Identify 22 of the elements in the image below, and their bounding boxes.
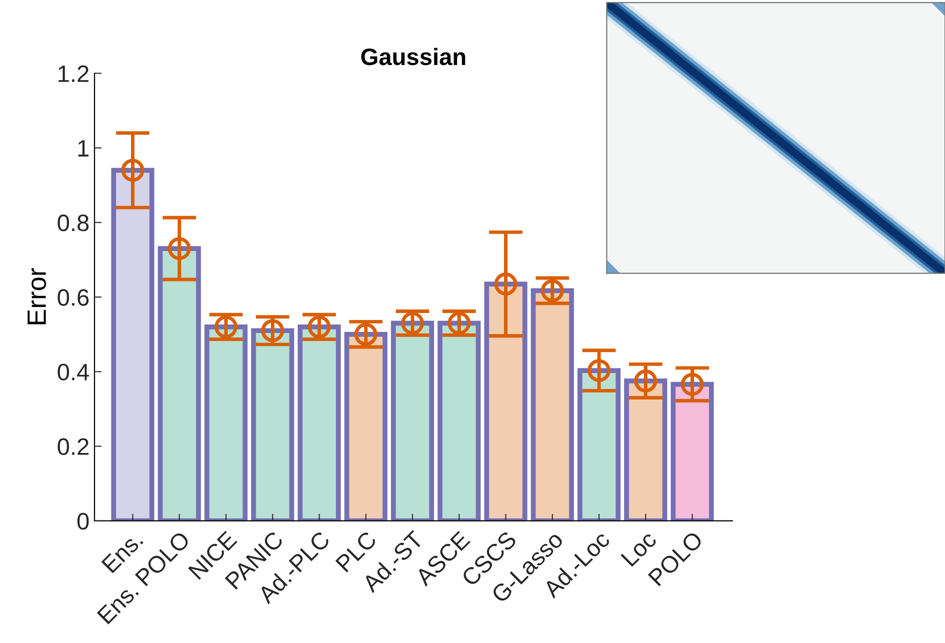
point [214, 315, 238, 338]
point [540, 279, 564, 302]
point [634, 370, 658, 392]
point [494, 272, 518, 296]
point [401, 312, 424, 335]
y-tick-label: 1 [78, 140, 88, 156]
point [680, 372, 704, 396]
point [588, 359, 610, 382]
point [261, 319, 284, 342]
y-tick-label: 0.6 [58, 289, 89, 306]
point [308, 315, 331, 338]
y-tick-label: 0 [77, 512, 89, 530]
point [354, 322, 378, 346]
y-axis-title: Error [28, 268, 46, 324]
y-tick-label: 1.2 [58, 65, 88, 82]
point [168, 237, 191, 260]
y-tick-label: 0.2 [58, 438, 88, 456]
point [448, 312, 471, 335]
y-tick-label: 0.4 [58, 364, 89, 380]
chart-title: Gaussian [361, 48, 466, 66]
point [121, 158, 144, 182]
y-tick-label: 0.8 [58, 214, 89, 232]
